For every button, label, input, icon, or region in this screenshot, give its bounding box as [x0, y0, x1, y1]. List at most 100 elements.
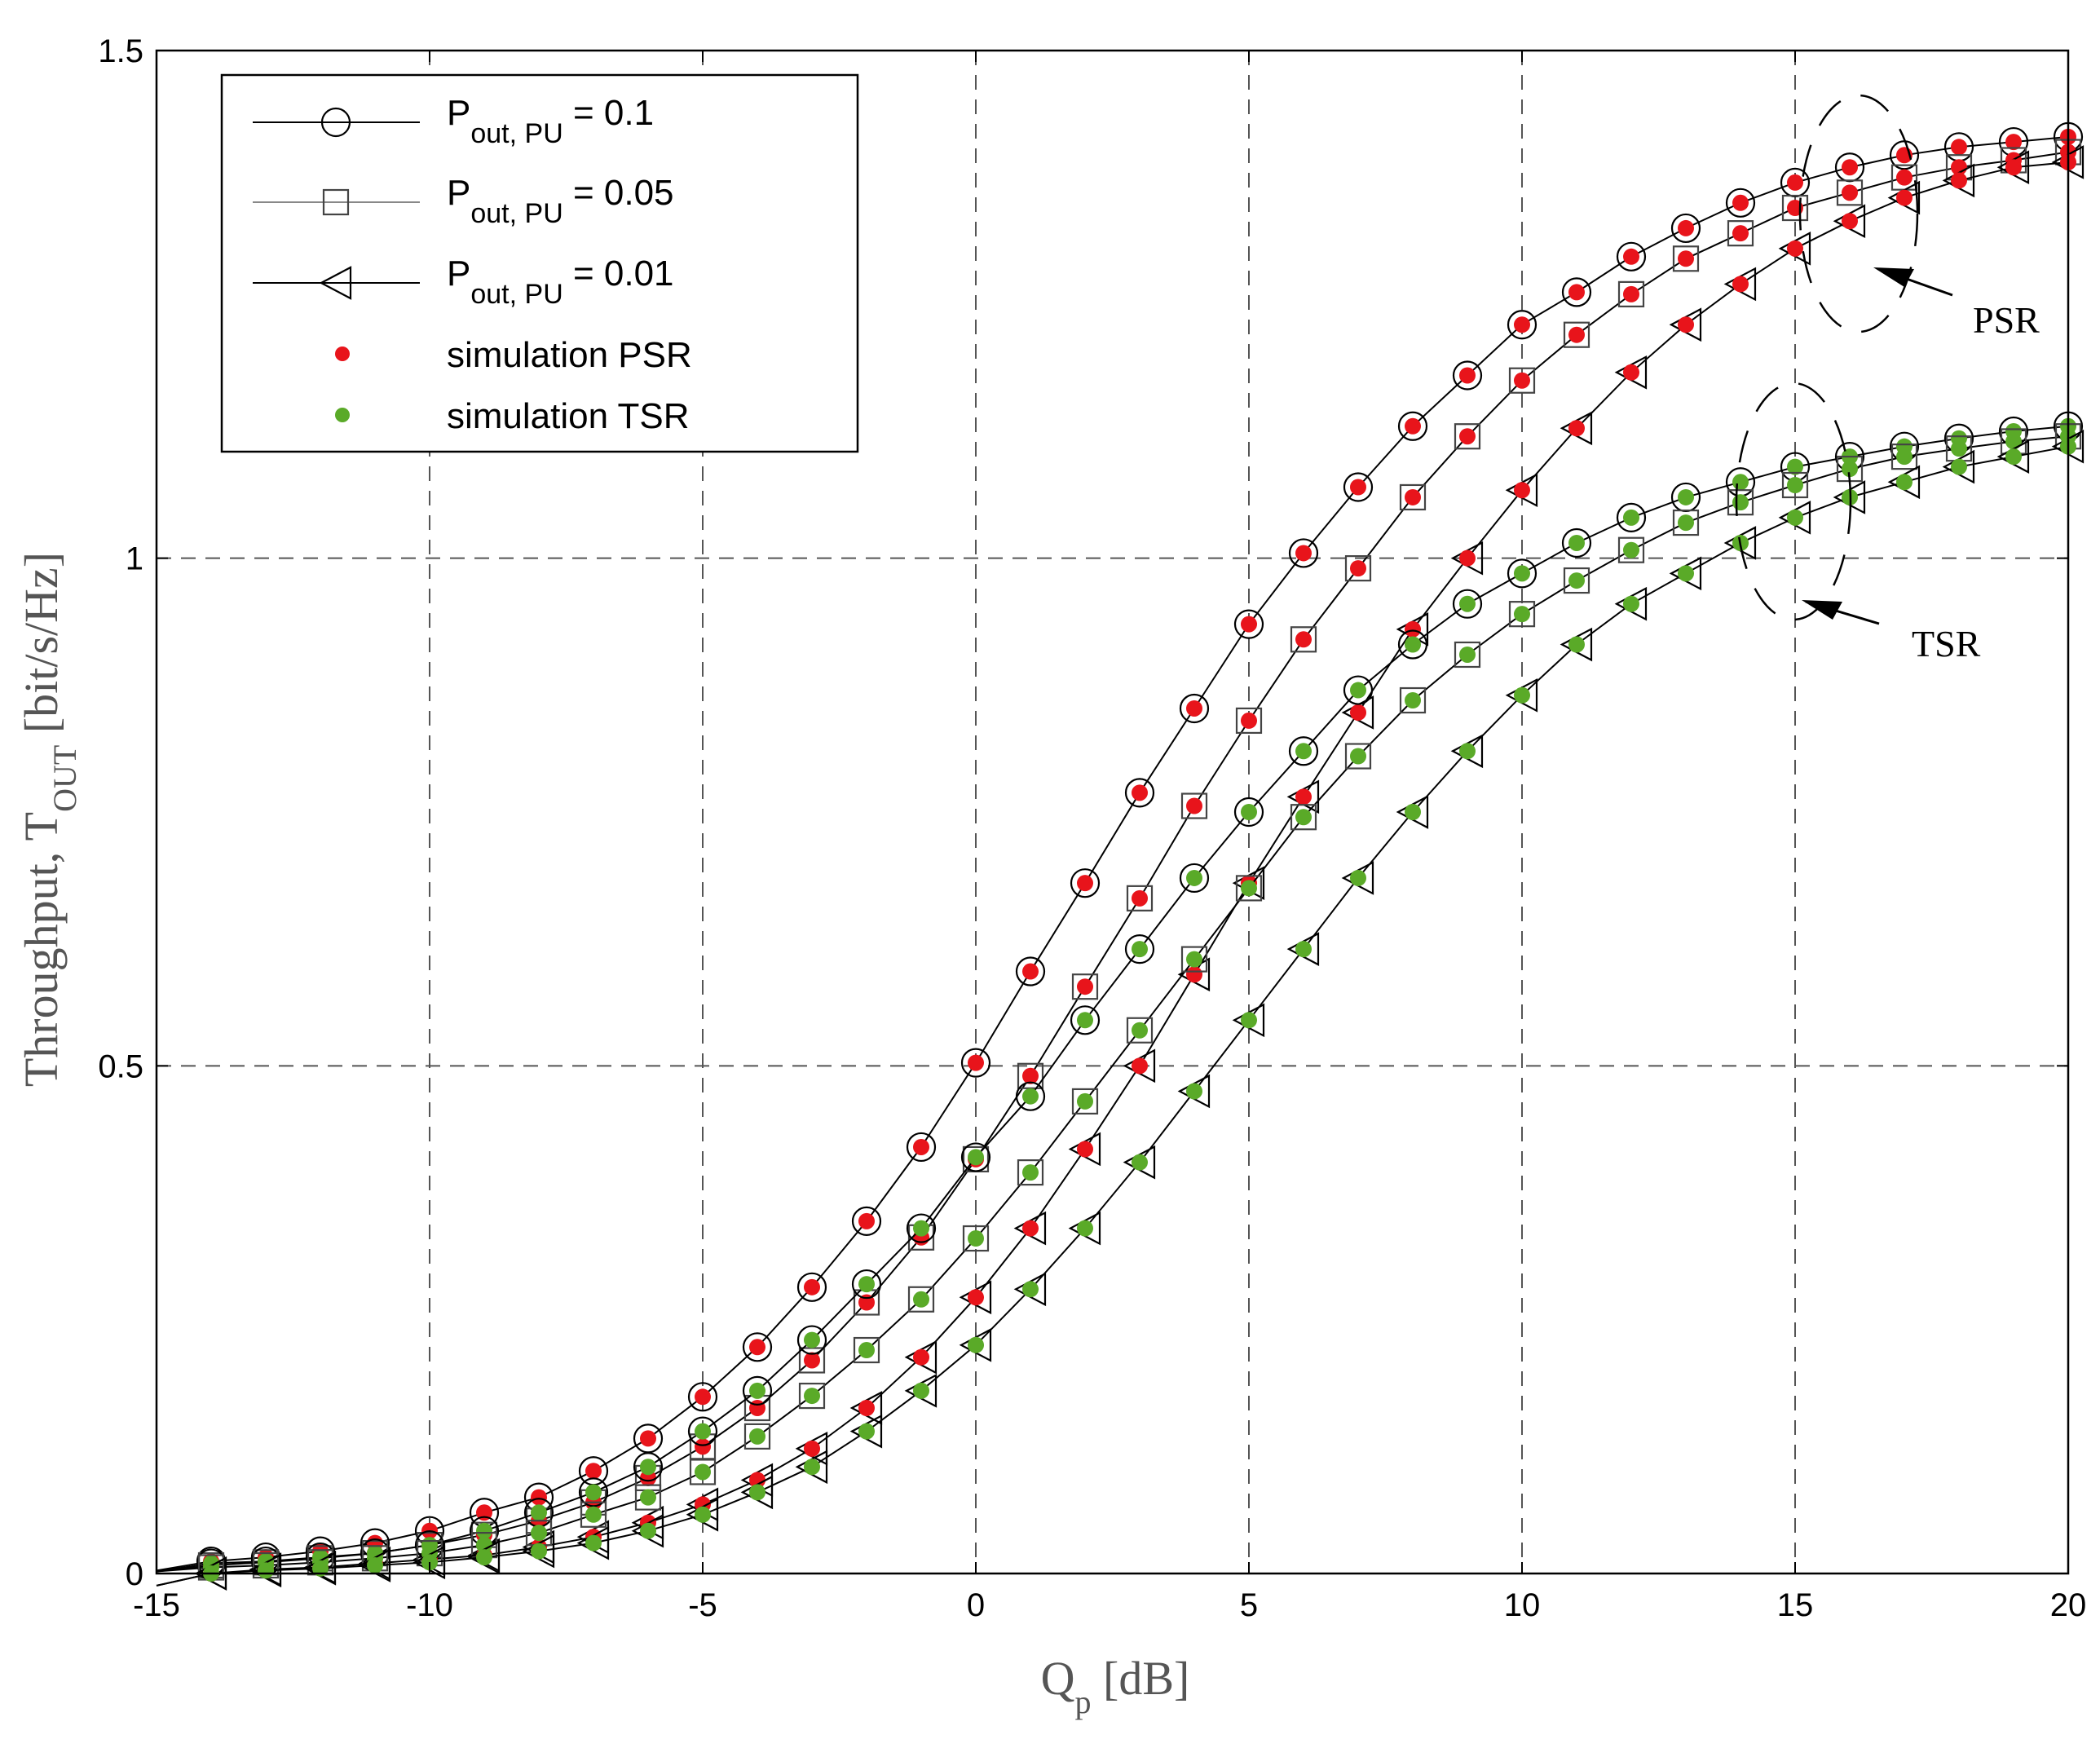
square-marker — [1126, 885, 1154, 911]
circle-marker — [633, 1452, 664, 1482]
simulation-point — [2005, 134, 2022, 151]
simulation-point — [1241, 1012, 1257, 1029]
simulation-point — [749, 1484, 765, 1501]
legend-circle-icon — [320, 107, 351, 138]
circle-marker — [960, 1048, 991, 1078]
square-marker — [1126, 1017, 1154, 1044]
simulation-point — [1951, 440, 1967, 457]
circle-marker — [1561, 527, 1592, 558]
simulation-point — [1132, 1154, 1148, 1171]
simulation-point — [1405, 488, 1421, 505]
simulation-point — [1132, 784, 1148, 801]
square-marker — [1399, 686, 1427, 714]
circle-marker — [1616, 502, 1647, 532]
series-tsr-square — [156, 423, 2082, 1581]
simulation-point — [1787, 509, 1803, 526]
circle-marker — [742, 1332, 773, 1362]
circle-marker — [578, 1477, 609, 1507]
square-marker — [634, 1484, 662, 1511]
legend-entry-pout-0.05: Pout, PU = 0.05 — [253, 173, 674, 229]
square-marker — [1290, 804, 1317, 831]
circle-marker — [1015, 1081, 1046, 1111]
simulation-point — [1787, 458, 1803, 475]
simulation-point — [367, 1557, 383, 1574]
legend-triangle-icon — [319, 266, 352, 300]
y-tick-label: 0.5 — [98, 1048, 143, 1084]
simulation-point — [1022, 963, 1039, 980]
x-tick-label: 15 — [1777, 1587, 1814, 1623]
x-tick-label: 0 — [967, 1587, 985, 1623]
simulation-point — [804, 1459, 820, 1476]
simulation-point — [1459, 428, 1476, 445]
circle-marker — [851, 1206, 882, 1236]
simulation-point — [1951, 458, 1967, 475]
series-line — [156, 425, 2069, 1573]
simulation-point — [2005, 448, 2022, 466]
simulation-point — [1241, 712, 1257, 729]
series-line — [156, 445, 2069, 1587]
circle-marker — [1070, 1005, 1101, 1035]
circle-marker — [1452, 360, 1483, 391]
square-marker — [1617, 280, 1645, 307]
simulation-point — [1514, 482, 1530, 499]
circle-marker — [1343, 675, 1374, 705]
simulation-point — [1842, 213, 1858, 230]
square-marker — [1781, 471, 1809, 499]
simulation-point — [2005, 433, 2022, 450]
legend: Pout, PU = 0.1 Pout, PU = 0.05 Pout, PU … — [220, 73, 859, 453]
simulation-point — [1623, 595, 1639, 612]
tsr-arrow-head — [1802, 600, 1842, 620]
simulation-point — [1350, 682, 1366, 699]
x-tick-label: 20 — [2050, 1587, 2087, 1623]
simulation-point — [1678, 514, 1694, 532]
simulation-point — [804, 1388, 820, 1405]
simulation-point — [1568, 636, 1585, 653]
simulation-point — [585, 1463, 602, 1480]
legend-box — [220, 73, 859, 453]
simulation-point — [858, 1400, 875, 1417]
square-marker — [1672, 509, 1700, 536]
legend-label: simulation TSR — [447, 396, 690, 436]
simulation-point — [858, 1276, 875, 1293]
simulation-point — [1896, 448, 1912, 466]
simulation-point — [1405, 804, 1421, 820]
circle-marker — [1070, 868, 1101, 898]
circle-marker — [1233, 797, 1264, 828]
circle-marker — [1725, 188, 1756, 218]
simulation-point — [1077, 978, 1093, 995]
square-marker — [1727, 489, 1754, 516]
legend-label: simulation PSR — [447, 335, 692, 375]
simulation-point — [1787, 240, 1803, 257]
simulation-point — [858, 1423, 875, 1440]
square-marker — [1071, 973, 1099, 1000]
circle-marker — [1397, 411, 1428, 441]
simulation-point — [1732, 225, 1749, 242]
x-tick-label: -15 — [133, 1587, 180, 1623]
square-marker — [1508, 367, 1536, 394]
simulation-point — [1405, 692, 1421, 709]
simulation-point — [258, 1562, 274, 1579]
simulation-point — [585, 1484, 602, 1501]
x-tick-label: 5 — [1240, 1587, 1258, 1623]
circle-marker — [1179, 693, 1210, 724]
y-tick-label: 1.5 — [98, 33, 143, 69]
simulation-point — [968, 1054, 984, 1071]
simulation-point — [1077, 1141, 1093, 1158]
simulation-point — [1459, 743, 1476, 760]
simulation-point — [749, 1382, 765, 1399]
series-line — [156, 151, 2069, 1573]
simulation-point — [1514, 686, 1530, 704]
simulation-point — [1022, 1088, 1039, 1105]
simulation-point — [1077, 1012, 1093, 1029]
simulation-point — [640, 1469, 656, 1486]
simulation-point — [1405, 417, 1421, 435]
simulation-point — [476, 1504, 492, 1521]
x-tick-label: -5 — [688, 1587, 717, 1623]
simulation-point — [695, 1438, 711, 1455]
simulation-point — [1842, 159, 1858, 176]
simulation-point — [1951, 172, 1967, 189]
simulation-point — [1186, 797, 1202, 814]
simulation-point — [1896, 189, 1912, 206]
simulation-point — [1623, 541, 1639, 558]
